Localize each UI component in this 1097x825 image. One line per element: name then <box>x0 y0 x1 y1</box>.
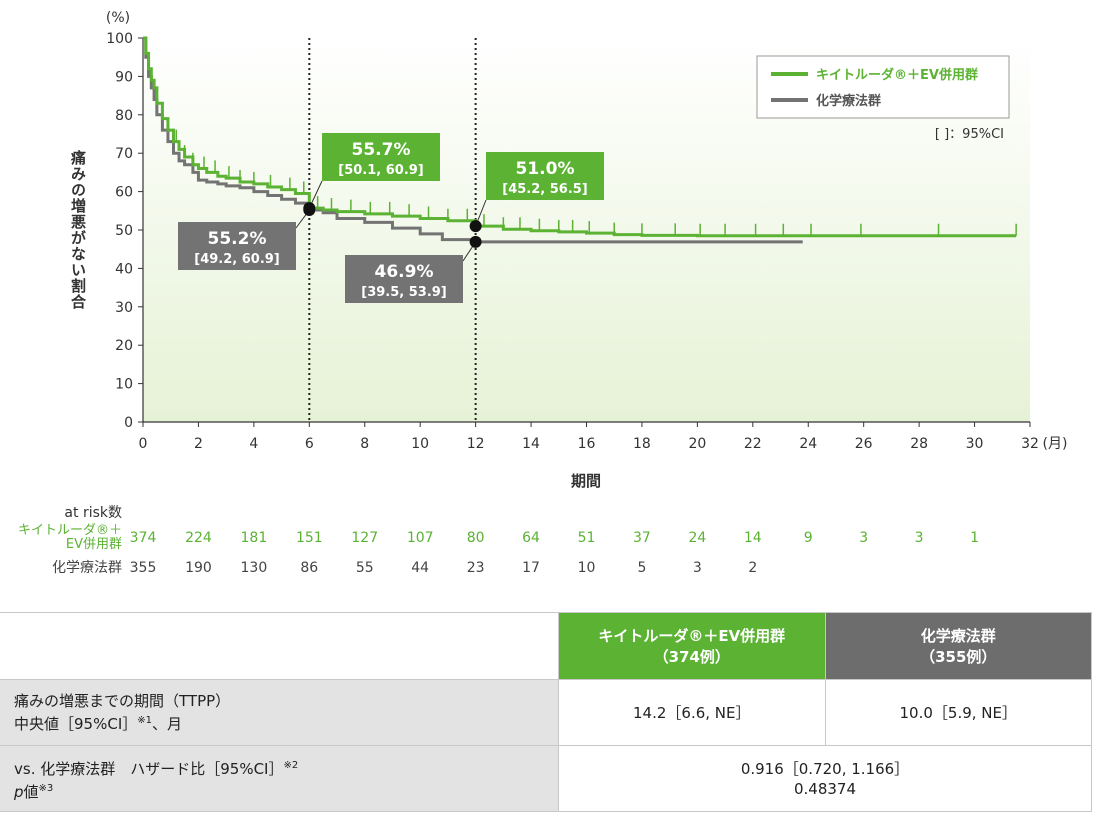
x-unit: (月) <box>1043 436 1068 452</box>
x-tick-label: 16 <box>578 436 596 452</box>
y-tick-label: 100 <box>106 31 133 47</box>
annotation-ci: [49.2, 60.9] <box>194 252 280 267</box>
summary-row2-label: vs. 化学療法群 ハザード比［95%CI］※2 p値※3 <box>0 745 560 812</box>
risk-value: 355 <box>129 560 157 576</box>
risk-value: 44 <box>411 560 430 576</box>
x-tick-label: 4 <box>249 436 258 452</box>
annotation-ci: [39.5, 53.9] <box>361 285 447 300</box>
risk-value: 10 <box>577 560 596 576</box>
summary-row1-chemo: 10.0［5.9, NE］ <box>824 679 1092 746</box>
summary-row1-label: 痛みの増悪までの期間（TTPP） 中央値［95%CI］※1、月 <box>0 679 560 746</box>
x-tick-label: 24 <box>799 436 817 452</box>
annotation-box <box>322 133 440 181</box>
risk-value: 17 <box>522 560 540 576</box>
legend: キイトルーダ®＋EV併用群 化学療法群 <box>756 55 1010 119</box>
risk-value: 190 <box>185 560 212 576</box>
annotation-box <box>486 152 604 200</box>
risk-value: 224 <box>185 530 212 546</box>
y-tick-label: 30 <box>115 300 133 316</box>
summary-header-chemo: 化学療法群 （355例） <box>824 612 1092 680</box>
y-tick-label: 90 <box>115 69 133 85</box>
annotation-box <box>345 255 463 303</box>
y-tick-label: 80 <box>115 108 133 124</box>
x-tick-label: 22 <box>744 436 762 452</box>
x-tick-label: 20 <box>688 436 706 452</box>
x-tick-label: 0 <box>139 436 148 452</box>
annotation-point <box>303 204 316 217</box>
y-tick-label: 10 <box>115 377 133 393</box>
risk-title: at risk数 <box>64 505 122 521</box>
annotation-point <box>469 235 482 248</box>
risk-value: 130 <box>240 560 268 576</box>
risk-value: 23 <box>466 560 485 576</box>
risk-row-kt: 374 224 181 151 127 107 80 64 51 37 24 14 9 3 3 1 <box>0 530 1097 550</box>
risk-value: 80 <box>466 530 485 546</box>
legend-label-kt: キイトルーダ®＋EV併用群 <box>816 67 978 83</box>
summary-table: キイトルーダ®＋EV併用群 （374例） 化学療法群 （355例） 痛みの増悪ま… <box>0 612 1092 812</box>
risk-value: 37 <box>633 530 651 546</box>
x-axis-label: 期間 <box>571 472 601 490</box>
x-tick-label: 10 <box>411 436 429 452</box>
y-tick-label: 70 <box>115 146 133 162</box>
risk-value: 2 <box>748 560 758 576</box>
x-tick-label: 2 <box>194 436 203 452</box>
annotation-value: 55.7% <box>352 140 411 160</box>
risk-value: 127 <box>351 530 379 546</box>
summary-row1-kt: 14.2［6.6, NE］ <box>558 679 826 746</box>
annotation-value: 51.0% <box>516 159 575 179</box>
summary-row2-values: 0.916［0.720, 1.166］ 0.48374 <box>558 745 1092 812</box>
ci-note: [ ]：95%CI <box>935 127 1004 142</box>
x-tick-label: 6 <box>305 436 314 452</box>
risk-value: 3 <box>692 560 702 576</box>
y-tick-label: 40 <box>115 261 133 277</box>
risk-label-chemo: 化学療法群 <box>52 560 122 576</box>
x-tick-label: 8 <box>360 436 369 452</box>
risk-label-kt: キイトルーダ®＋ EV併用群 <box>17 523 122 552</box>
risk-value: 181 <box>240 530 268 546</box>
y-tick-label: 50 <box>115 223 133 239</box>
y-tick-label: 20 <box>115 338 133 354</box>
x-tick-label: 18 <box>633 436 651 452</box>
km-curve-1 <box>143 36 803 244</box>
annotation-point <box>469 220 482 233</box>
summary-corner <box>0 612 560 680</box>
risk-value: 374 <box>129 530 157 546</box>
risk-value: 1 <box>970 530 980 546</box>
summary-header-kt: キイトルーダ®＋EV併用群 （374例） <box>558 612 826 680</box>
annotation-value: 55.2% <box>208 229 267 249</box>
x-tick-label: 12 <box>467 436 485 452</box>
risk-value: 24 <box>688 530 707 546</box>
risk-value: 5 <box>637 560 647 576</box>
x-tick-label: 26 <box>855 436 873 452</box>
x-tick-label: 14 <box>522 436 540 452</box>
x-tick-label: 28 <box>910 436 928 452</box>
y-axis-label: 痛みの増悪がない割合 <box>69 149 87 310</box>
risk-value: 151 <box>295 530 323 546</box>
risk-value: 51 <box>577 530 596 546</box>
risk-value: 64 <box>522 530 540 546</box>
x-tick-label: 32 <box>1021 436 1039 452</box>
y-tick-label: 60 <box>115 185 133 201</box>
y-tick-label: 0 <box>124 415 133 431</box>
risk-value: 55 <box>355 560 374 576</box>
y-unit: (%) <box>106 10 130 26</box>
risk-value: 9 <box>803 530 813 546</box>
annotation-box <box>178 222 296 270</box>
legend-label-chemo: 化学療法群 <box>816 93 881 109</box>
x-tick-label: 30 <box>966 436 984 452</box>
risk-value: 3 <box>914 530 924 546</box>
annotation-ci: [50.1, 60.9] <box>338 163 424 178</box>
risk-value: 3 <box>859 530 869 546</box>
annotation-ci: [45.2, 56.5] <box>502 182 588 197</box>
risk-value: 14 <box>743 530 762 546</box>
risk-value: 86 <box>300 560 319 576</box>
legend-box <box>756 55 1010 119</box>
risk-value: 107 <box>406 530 434 546</box>
annotation-value: 46.9% <box>375 262 434 282</box>
risk-row-chemo: 355 190 130 86 55 44 23 17 10 5 3 2 <box>0 560 1097 580</box>
km-curve-0 <box>143 36 1017 238</box>
